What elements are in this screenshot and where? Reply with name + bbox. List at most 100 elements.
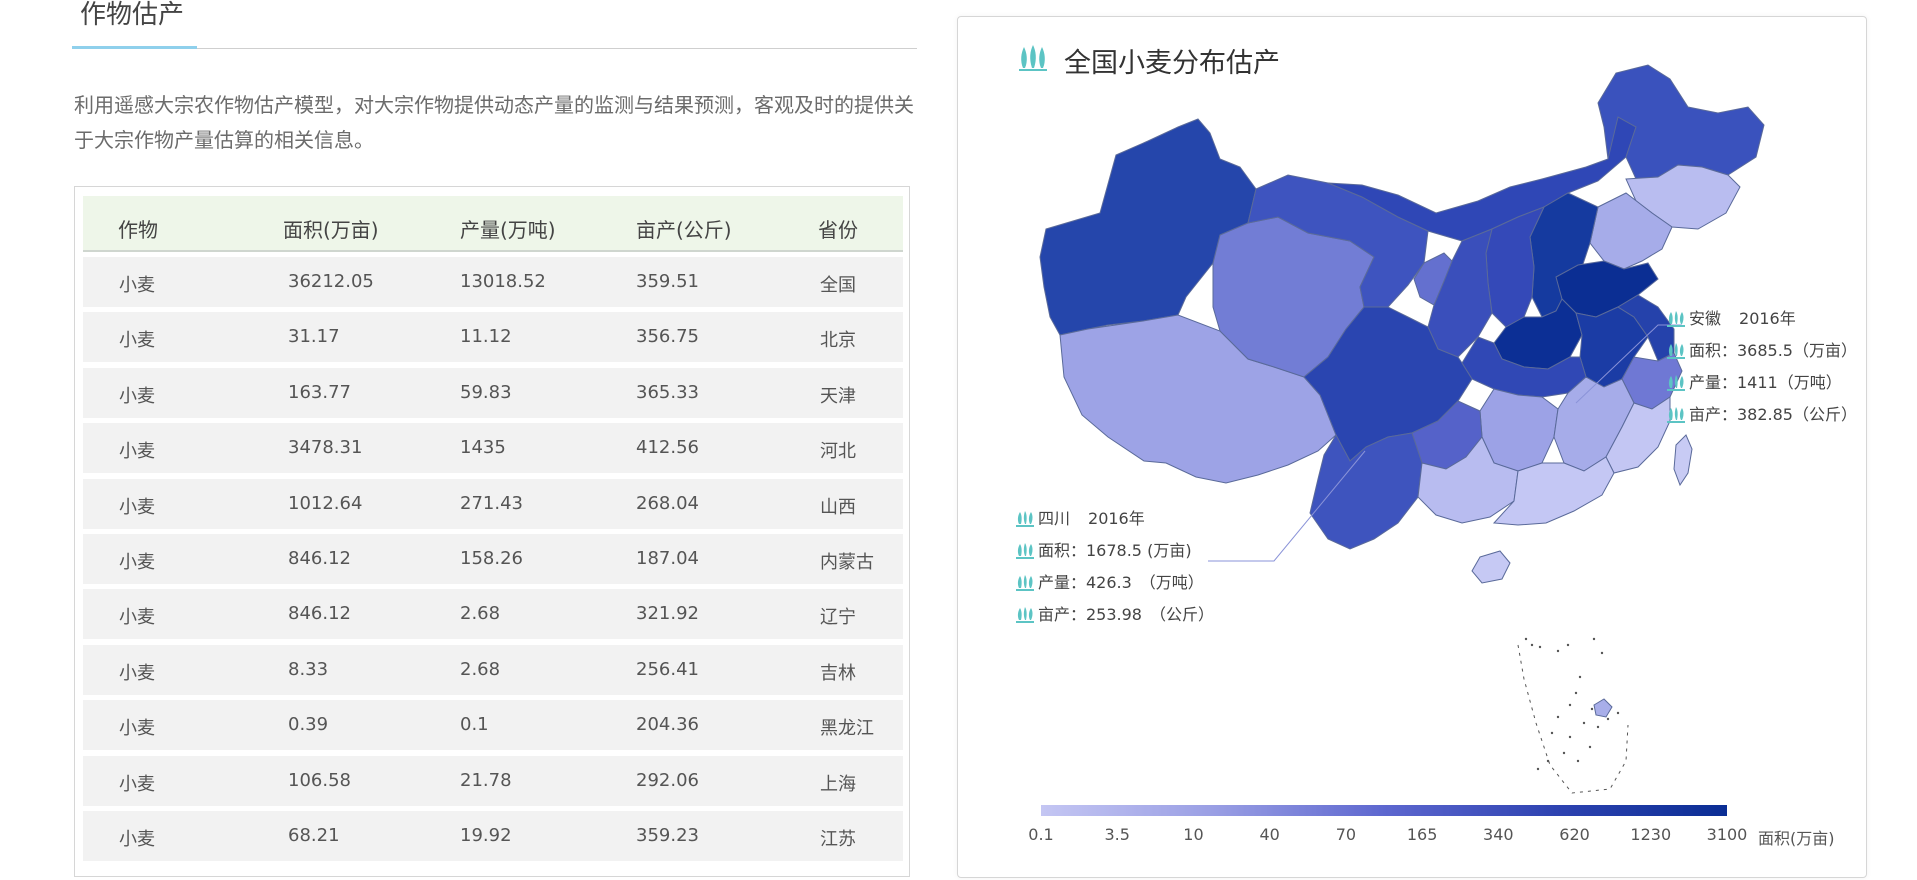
table-row[interactable]: 小麦 31.17 11.12 356.75 北京 <box>83 312 903 363</box>
wheat-icon <box>1016 45 1050 75</box>
table-row[interactable]: 小麦 8.33 2.68 256.41 吉林 <box>83 644 903 695</box>
tooltip-output-value: 产量：426.3 （万吨） <box>1038 573 1204 592</box>
tooltip-output-value: 产量：1411（万吨） <box>1689 373 1842 392</box>
region-hainan[interactable] <box>1471 550 1511 584</box>
legend-tick-label: 620 <box>1559 825 1590 844</box>
table-row[interactable]: 小麦 106.58 21.78 292.06 上海 <box>83 755 903 806</box>
cell-yield: 321.92 <box>636 603 699 625</box>
table-row[interactable]: 小麦 846.12 2.68 321.92 辽宁 <box>83 589 903 640</box>
cell-yield: 187.04 <box>636 548 699 569</box>
table-header: 作物 面积(万亩) 产量(万吨) 亩产(公斤) 省份 <box>83 196 903 252</box>
cell-area: 36212.05 <box>288 271 374 292</box>
section-title: 作物估产 <box>80 0 185 30</box>
cell-output: 1435 <box>460 437 506 459</box>
cell-province: 全国 <box>820 275 856 296</box>
wheat-icon <box>1667 375 1685 395</box>
tooltip-anhui-region: 安徽 2016年 <box>1667 305 1796 329</box>
cell-area: 1012.64 <box>288 492 363 514</box>
region-taiwan[interactable] <box>1673 434 1693 487</box>
legend-tick-label: 1230 <box>1630 825 1672 844</box>
region-yunnan[interactable] <box>1309 432 1423 550</box>
tooltip-anhui-area: 面积：3685.5（万亩） <box>1667 337 1857 361</box>
legend-tick-label: 40 <box>1259 825 1280 844</box>
tooltip-sichuan-area: 面积：1678.5 (万亩) <box>1016 537 1192 561</box>
table-row[interactable]: 小麦 68.21 19.92 359.23 江苏 <box>83 811 903 861</box>
cell-crop: 小麦 <box>119 773 155 795</box>
legend-tick-label: 340 <box>1483 825 1514 844</box>
cell-province: 江苏 <box>820 829 856 850</box>
tooltip-year: 2016年 <box>1088 509 1145 528</box>
cell-crop: 小麦 <box>119 496 155 518</box>
wheat-icon <box>1016 543 1034 563</box>
region-guangdong[interactable] <box>1492 456 1615 526</box>
cell-output: 2.68 <box>460 603 501 625</box>
leader-line-sichuan <box>1208 450 1366 562</box>
legend-color-bar[interactable] <box>1041 805 1727 816</box>
tooltip-area-value: 面积：3685.5（万亩） <box>1689 341 1857 360</box>
wheat-icon <box>1016 607 1034 627</box>
cell-crop: 小麦 <box>119 829 155 850</box>
tooltip-sichuan-output: 产量：426.3 （万吨） <box>1016 569 1204 593</box>
region-liaoning[interactable] <box>1589 192 1673 270</box>
cell-yield: 412.56 <box>636 437 699 459</box>
cell-area: 8.33 <box>288 658 329 680</box>
section-intro: 利用遥感大宗农作物估产模型，对大宗作物提供动态产量的监测与结果预测，客观及时的提… <box>74 93 914 152</box>
table-row[interactable]: 小麦 846.12 158.26 187.04 内蒙古 <box>83 534 903 584</box>
header-province[interactable]: 省份 <box>818 218 858 242</box>
region-islands-shoal <box>1593 698 1613 718</box>
cell-area: 31.17 <box>288 326 340 348</box>
map-panel: 全国小麦分布估产 安徽 2016年 面积：3685.5（万亩） 产量：1411（万… <box>957 16 1867 878</box>
cell-province: 上海 <box>820 773 856 795</box>
cell-crop: 小麦 <box>119 718 155 740</box>
cell-yield: 365.33 <box>636 381 699 403</box>
cell-area: 846.12 <box>288 603 351 625</box>
cell-province: 河北 <box>820 441 856 463</box>
legend-tick-label: 165 <box>1406 825 1438 844</box>
region-heilongjiang[interactable] <box>1597 64 1765 180</box>
cell-yield: 356.75 <box>636 326 699 348</box>
table-row[interactable]: 小麦 36212.05 13018.52 359.51 全国 <box>83 257 903 307</box>
wheat-icon <box>1016 511 1034 531</box>
map-title: 全国小麦分布估产 <box>1064 48 1280 79</box>
region-ningxia[interactable] <box>1413 252 1453 306</box>
cell-area: 163.77 <box>288 381 351 403</box>
title-divider <box>72 48 917 49</box>
china-map <box>1039 64 1765 794</box>
header-area[interactable]: 面积(万亩) <box>283 218 379 242</box>
tooltip-anhui-output: 产量：1411（万吨） <box>1667 369 1842 393</box>
legend-tick-label: 3.5 <box>1104 825 1130 844</box>
cell-output: 21.78 <box>460 769 512 791</box>
table-row[interactable]: 小麦 163.77 59.83 365.33 天津 <box>83 367 903 418</box>
cell-output: 19.92 <box>460 825 512 846</box>
cell-output: 11.12 <box>460 326 512 348</box>
cell-yield: 268.04 <box>636 492 699 514</box>
table-row[interactable]: 小麦 0.39 0.1 204.36 黑龙江 <box>83 700 903 751</box>
legend-tick-label: 0.1 <box>1028 825 1054 844</box>
estimate-table: 作物 面积(万亩) 产量(万吨) 亩产(公斤) 省份 小麦 36212.05 130… <box>74 186 910 877</box>
cell-province: 天津 <box>820 385 856 407</box>
cell-yield: 204.36 <box>636 714 699 736</box>
cell-output: 271.43 <box>460 492 523 514</box>
header-yield[interactable]: 亩产(公斤) <box>636 218 732 242</box>
table-row[interactable]: 小麦 3478.31 1435 412.56 河北 <box>83 423 903 474</box>
header-crop[interactable]: 作物 <box>118 218 158 242</box>
cell-area: 68.21 <box>288 825 340 846</box>
cell-crop: 小麦 <box>119 275 155 296</box>
header-output[interactable]: 产量(万吨) <box>460 218 556 242</box>
tooltip-year: 2016年 <box>1739 309 1796 328</box>
tooltip-region-name: 四川 <box>1038 509 1071 528</box>
cell-crop: 小麦 <box>119 552 155 573</box>
cell-yield: 359.51 <box>636 271 699 292</box>
title-accent-bar <box>72 46 197 49</box>
cell-area: 0.39 <box>288 714 329 736</box>
wheat-icon <box>1016 575 1034 595</box>
tooltip-yield-value: 亩产：253.98 （公斤） <box>1038 605 1214 624</box>
cell-crop: 小麦 <box>119 385 155 407</box>
cell-crop: 小麦 <box>119 662 155 684</box>
wheat-icon <box>1667 343 1685 363</box>
tooltip-area-value: 面积：1678.5 (万亩) <box>1038 541 1192 560</box>
cell-output: 158.26 <box>460 548 523 569</box>
legend-unit: 面积(万亩) <box>1758 829 1835 848</box>
region-xizang[interactable] <box>1059 314 1337 484</box>
table-row[interactable]: 小麦 1012.64 271.43 268.04 山西 <box>83 478 903 529</box>
